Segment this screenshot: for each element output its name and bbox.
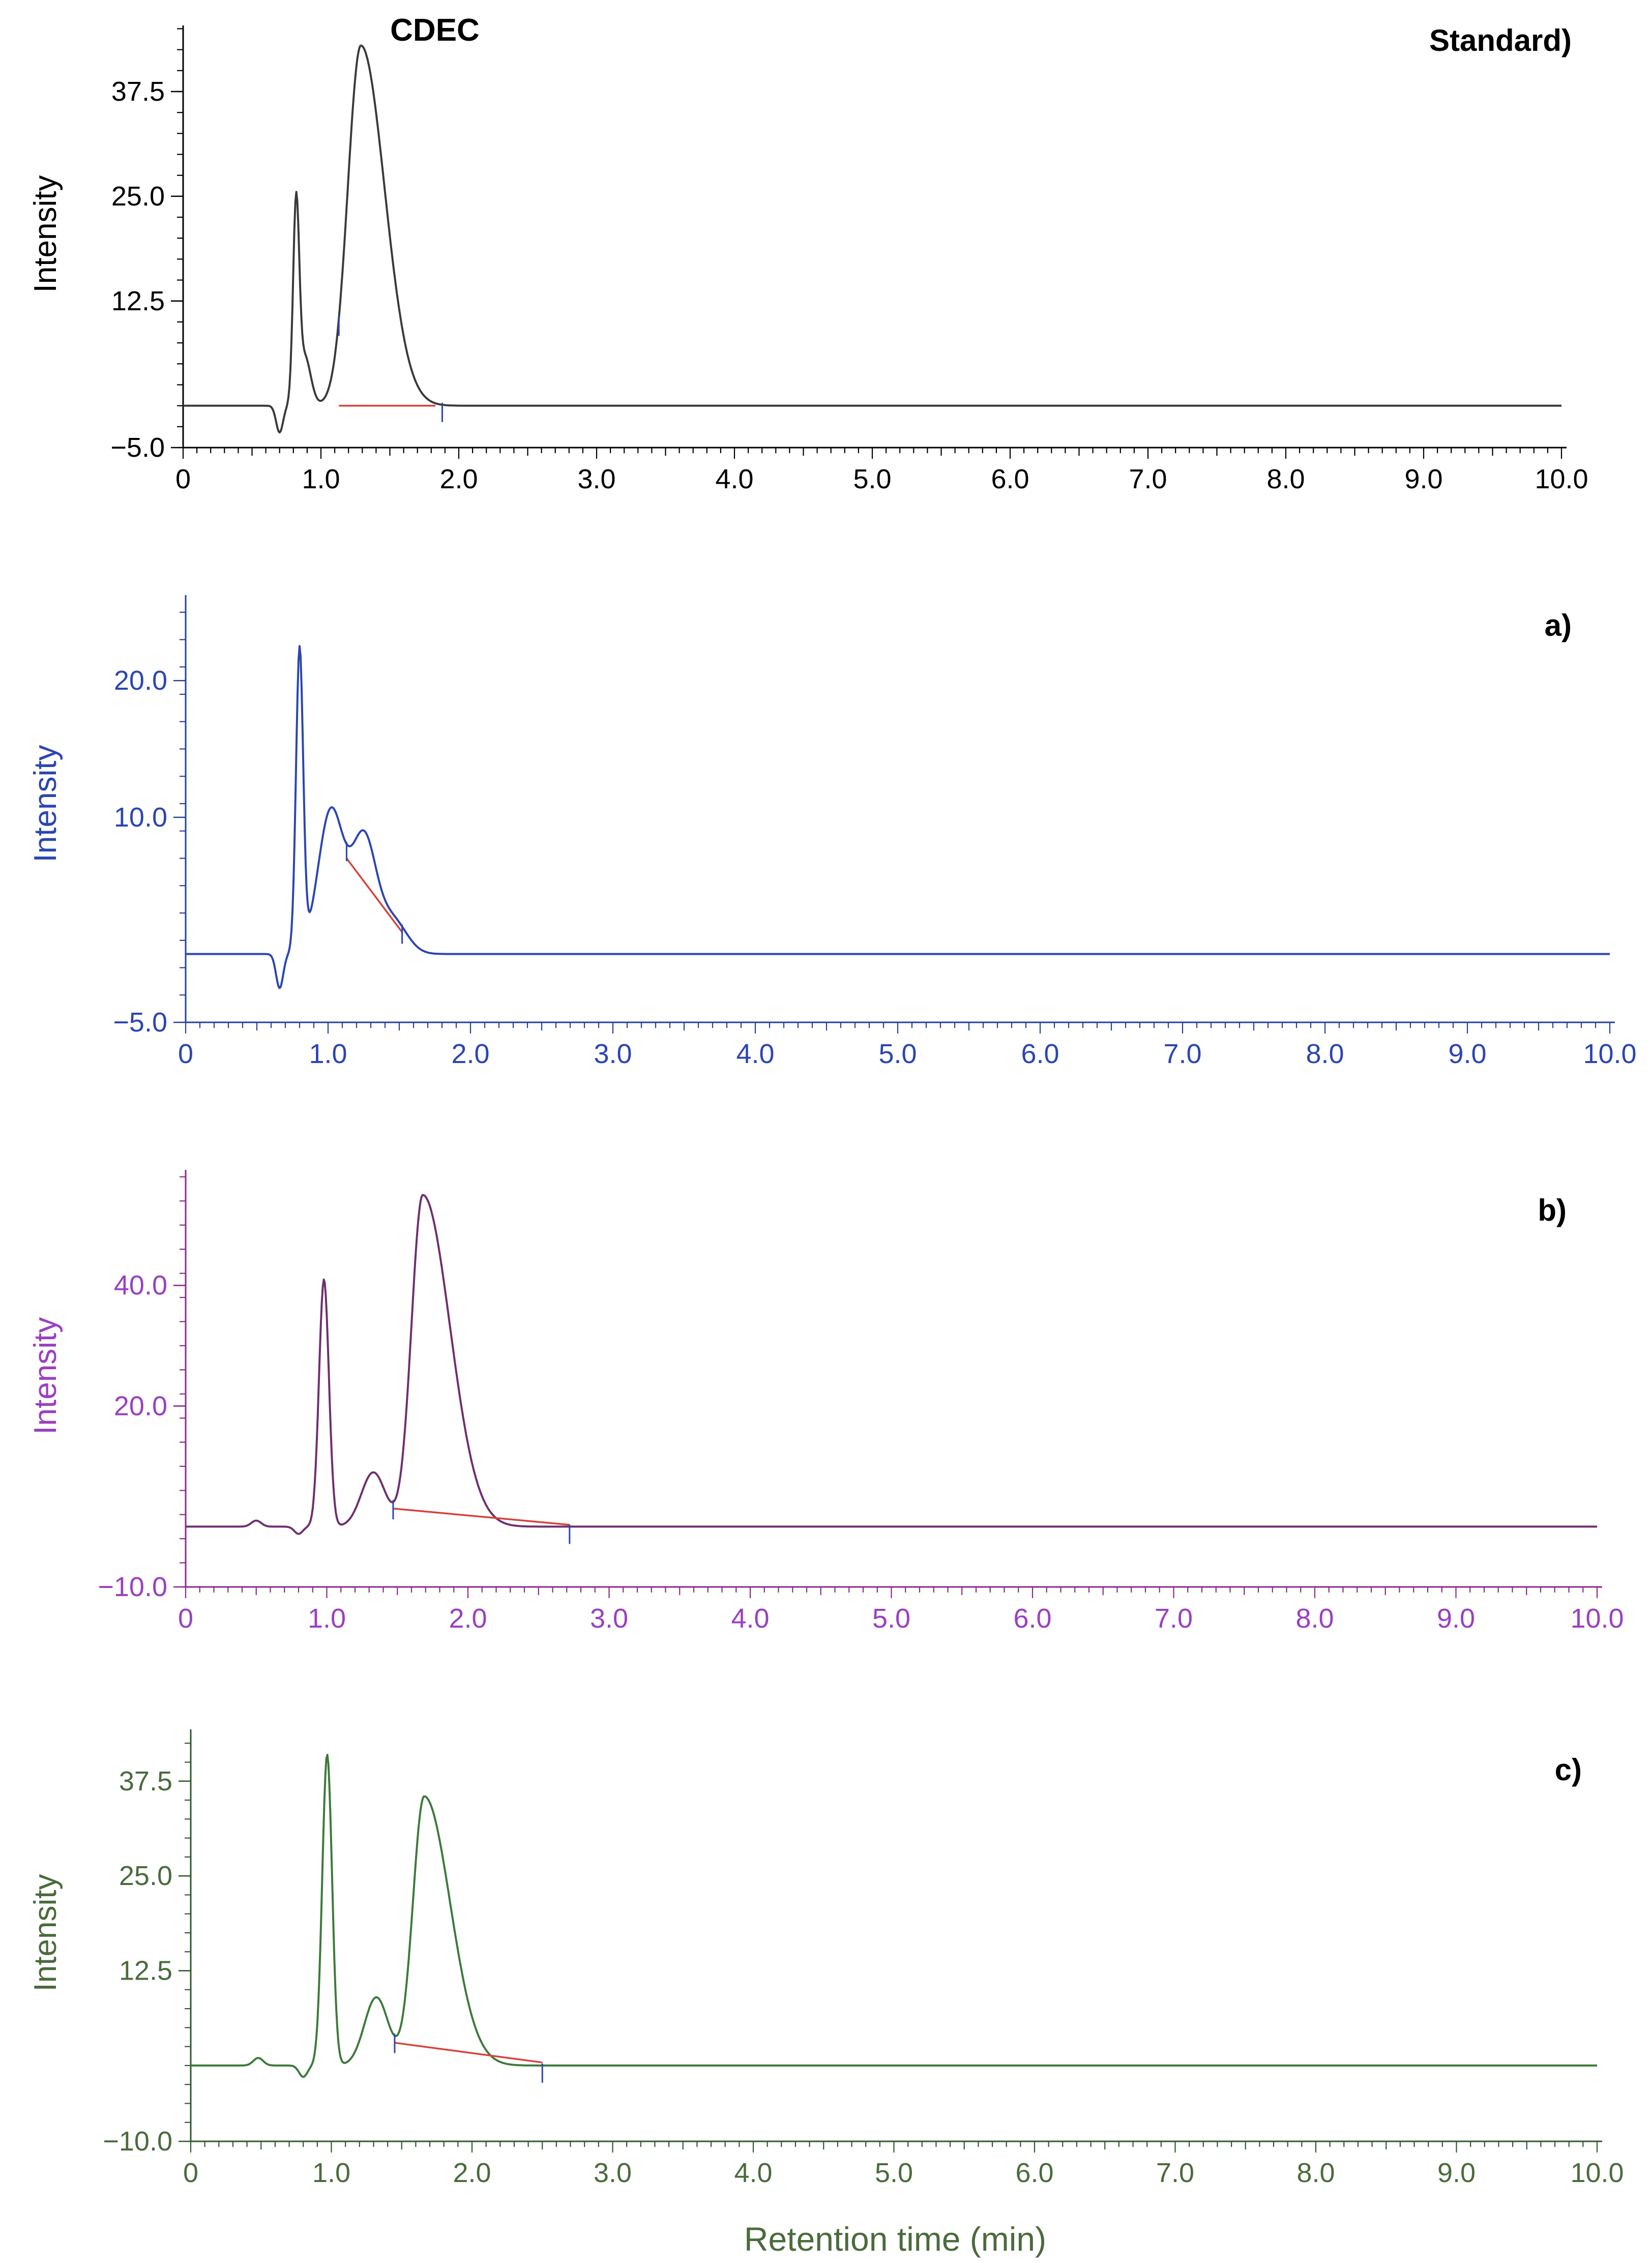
panel-c-x-tick-label: 9.0 [1437,2158,1476,2188]
panel-a-y-tick-label: 20.0 [114,665,167,696]
panel-b-x-tick-label: 5.0 [872,1603,910,1634]
panel-standard-y-tick-label: −5.0 [110,432,165,463]
panel-c-x-tick-label: 2.0 [453,2158,491,2188]
panel-b-y-tick-label: 40.0 [114,1270,167,1301]
panel-standard-x-tick-label: 10.0 [1535,464,1588,494]
panel-c-x-tick-label: 3.0 [594,2158,632,2188]
panel-c-x-tick-label: 7.0 [1156,2158,1194,2188]
panel-a-trace [186,645,1610,989]
panel-a-x-tick-label: 7.0 [1163,1039,1201,1069]
panel-c-x-tick-label: 4.0 [734,2158,772,2188]
panel-b-integration-line [393,1508,570,1526]
panel-b-y-tick-label: 20.0 [114,1391,167,1421]
panel-b-ylabel: Intensity [28,1317,63,1435]
panel-standard-x-tick-label: 6.0 [991,464,1029,494]
panel-a-y-tick-label: −5.0 [113,1007,167,1038]
panel-b-x-tick-label: 10.0 [1570,1603,1624,1634]
panel-c-trace [191,1754,1597,2078]
panel-a-x-tick-label: 0 [178,1039,193,1069]
panel-a-y-tick-label: 10.0 [114,802,167,833]
panel-a-x-tick-label: 2.0 [451,1039,489,1069]
panel-standard-x-tick-label: 9.0 [1404,464,1442,494]
panel-b-label: b) [1538,1193,1567,1227]
panel-c-x-tick-label: 0 [183,2158,198,2188]
panel-a-x-tick-label: 5.0 [878,1039,917,1069]
panel-a-ylabel: Intensity [28,745,63,863]
panel-c-integration-line [394,2042,543,2064]
panel-a-x-tick-label: 6.0 [1021,1039,1059,1069]
panel-a-x-tick-label: 1.0 [309,1039,347,1069]
panel-c-x-tick-label: 5.0 [875,2158,913,2188]
panel-standard-x-tick-label: 2.0 [439,464,478,494]
panel-standard-x-tick-label: 1.0 [302,464,340,494]
panel-standard-x-tick-label: 8.0 [1266,464,1305,494]
panel-standard-y-tick-label: 12.5 [111,286,165,316]
panel-a-x-tick-label: 10.0 [1583,1039,1636,1069]
panel-b-y-tick-label: −10.0 [98,1572,167,1602]
panel-a-label: a) [1545,608,1572,642]
panel-c-x-tick-label: 6.0 [1015,2158,1053,2188]
panel-standard-peak-annotation: CDEC [390,13,480,48]
panel-a-x-tick-label: 4.0 [736,1039,774,1069]
panel-standard-x-tick-label: 5.0 [853,464,891,494]
panel-standard-label: Standard) [1429,23,1572,57]
panel-c-label: c) [1555,1753,1582,1787]
panel-c-y-tick-label: 25.0 [119,1861,172,1891]
panel-standard-trace [183,44,1562,434]
panel-standard-x-tick-label: 0 [175,464,191,494]
panel-b-x-tick-label: 0 [178,1603,193,1634]
panel-c-x-tick-label: 1.0 [312,2158,350,2188]
panel-b-x-tick-label: 9.0 [1437,1603,1475,1634]
panel-b-trace [186,1194,1597,1535]
panel-c-y-tick-label: 37.5 [119,1766,172,1796]
panel-c-y-tick-label: 12.5 [119,1956,172,1986]
panel-b: Intensity b) 0 1.0 2.0 3.0 4.0 5.0 6.0 7.0 8.0 9.… [28,1170,1624,1634]
panel-b-x-tick-label: 8.0 [1295,1603,1334,1634]
panel-standard: Intensity Standard) CDEC 0 1.0 2.0 3.0 4.0 5.… [28,13,1588,494]
panel-c-x-tick-label: 8.0 [1296,2158,1335,2188]
panel-b-x-tick-label: 1.0 [308,1603,346,1634]
panel-a-x-tick-label: 9.0 [1448,1039,1486,1069]
panel-a-x-tick-label: 3.0 [594,1039,632,1069]
panel-c: Intensity c) 0 1.0 2.0 3.0 4.0 5.0 6.0 7.0 8.0 9.… [28,1729,1624,2188]
panel-standard-x-tick-label: 7.0 [1129,464,1167,494]
panel-a-x-tick-label: 8.0 [1306,1039,1344,1069]
panel-b-x-tick-label: 4.0 [731,1603,769,1634]
panel-standard-y-tick-label: 37.5 [111,76,165,107]
panel-c-y-tick-label: −10.0 [103,2126,172,2157]
panel-b-x-tick-label: 7.0 [1155,1603,1193,1634]
panel-standard-ylabel: Intensity [28,175,63,293]
panel-b-x-tick-label: 2.0 [449,1603,487,1634]
panel-a-integration-line [346,858,403,933]
panel-b-x-tick-label: 3.0 [590,1603,628,1634]
panel-standard-y-tick-label: 25.0 [111,181,165,212]
panel-a: Intensity a) 0 1.0 2.0 3.0 4.0 5.0 6.0 7.0 8.0 9.… [28,595,1637,1069]
panel-standard-x-tick-label: 3.0 [577,464,615,494]
panel-b-x-tick-label: 6.0 [1013,1603,1051,1634]
panel-standard-x-tick-label: 4.0 [715,464,753,494]
panel-c-ylabel: Intensity [28,1874,63,1992]
panel-c-x-tick-label: 10.0 [1570,2158,1624,2188]
x-axis-title: Retention time (min) [744,2220,1046,2258]
